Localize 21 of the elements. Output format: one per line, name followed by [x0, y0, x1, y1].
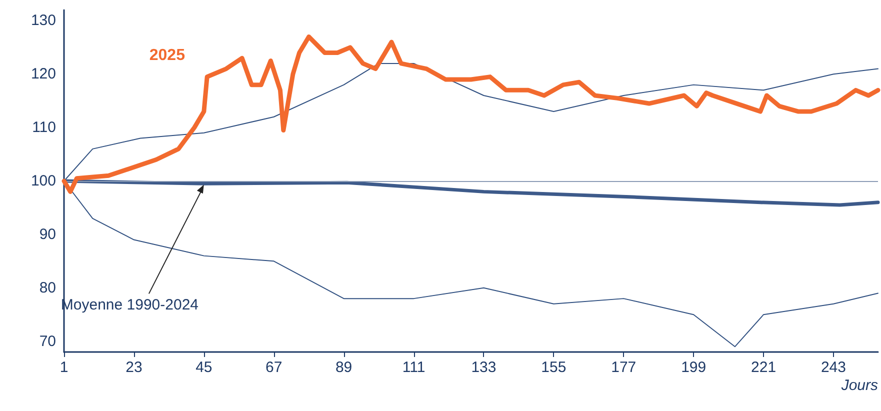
x-tick-label: 133: [471, 359, 496, 376]
y-tick-label: 120: [30, 66, 56, 83]
x-tick-label: 221: [751, 359, 776, 376]
y-tick-label: 70: [39, 332, 56, 350]
x-tick-label: 199: [681, 359, 706, 376]
x-tick-label: 45: [196, 359, 212, 376]
x-tick-label: 67: [266, 359, 282, 376]
x-axis-title: Jours: [840, 377, 878, 394]
x-tick-label: 177: [611, 359, 636, 376]
x-tick-label: 23: [126, 359, 142, 376]
y-tick-label: 130: [30, 12, 56, 30]
x-tick-label: 243: [820, 359, 846, 376]
x-tick-label: 155: [541, 359, 566, 376]
x-tick-label: 1: [60, 359, 68, 376]
y-tick-label: 90: [39, 226, 56, 243]
x-tick-label: 89: [335, 359, 352, 376]
y-tick-label: 80: [39, 279, 56, 296]
y-tick-label: 100: [30, 172, 56, 190]
x-tick-label: 111: [402, 359, 426, 376]
y-tick-label: 110: [32, 119, 56, 136]
series-label: 2025: [149, 46, 186, 64]
